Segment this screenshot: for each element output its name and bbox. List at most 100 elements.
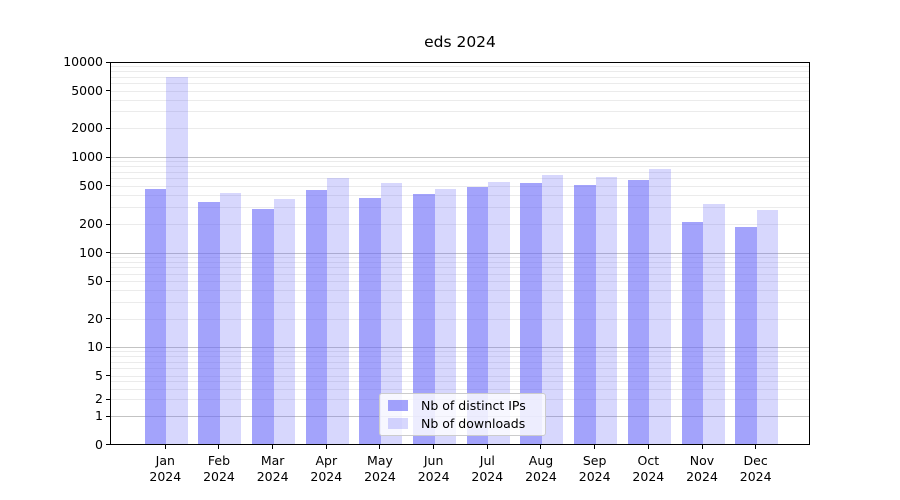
- bar-distinct-ips: [574, 185, 596, 444]
- bar-downloads: [649, 169, 671, 444]
- y-tick-label: 10000: [63, 54, 103, 69]
- y-tick-label: 10: [87, 339, 103, 354]
- legend-swatch: [388, 418, 408, 429]
- gridline: [111, 71, 809, 73]
- y-tick-label: 100: [79, 244, 103, 260]
- y-tick-mark: [106, 398, 110, 400]
- gridline: [111, 66, 809, 68]
- gridline: [111, 185, 809, 187]
- gridline: [111, 388, 809, 390]
- gridline: [111, 206, 809, 208]
- y-tick-mark: [106, 252, 110, 253]
- bar-downloads: [434, 188, 457, 444]
- y-tick-mark: [106, 280, 110, 282]
- y-tick-label: 20: [87, 310, 103, 326]
- x-tick-mark: [218, 445, 220, 449]
- gridline: [111, 290, 809, 292]
- bar-distinct-ips: [735, 226, 757, 444]
- x-tick-mark: [540, 445, 542, 449]
- x-tick-mark: [272, 445, 274, 449]
- y-tick-label: 2000: [71, 120, 103, 135]
- gridline: [111, 166, 809, 168]
- bar-downloads: [541, 174, 564, 444]
- gridline: [111, 76, 809, 78]
- gridline: [111, 351, 809, 353]
- x-tick-label: Mar 2024: [256, 453, 289, 484]
- gridline: [111, 90, 809, 92]
- legend-item: Nb of downloads: [388, 416, 537, 431]
- bar-distinct-ips: [198, 202, 220, 444]
- legend-swatch: [388, 400, 408, 411]
- y-tick-label: 5000: [71, 82, 103, 98]
- x-tick-label: Oct 2024: [632, 453, 665, 484]
- gridline: [111, 161, 809, 163]
- x-tick-label: Apr 2024: [310, 453, 343, 484]
- gridline: [111, 171, 809, 173]
- x-tick-label: Dec 2024: [739, 453, 772, 484]
- gridline: [111, 361, 809, 363]
- y-tick-mark: [106, 127, 110, 129]
- bar-distinct-ips: [466, 187, 489, 444]
- y-tick-label: 0: [95, 436, 103, 452]
- bar-downloads: [380, 183, 403, 444]
- bar-downloads: [273, 198, 296, 444]
- gridline: [111, 347, 809, 348]
- bar-downloads: [327, 177, 349, 444]
- y-tick-label: 1000: [71, 149, 103, 164]
- y-tick-label: 200: [79, 216, 103, 231]
- bar-distinct-ips: [627, 180, 650, 444]
- x-tick-label: Nov 2024: [686, 453, 718, 484]
- y-tick-mark: [106, 223, 110, 225]
- y-tick-label: 2: [95, 391, 103, 406]
- gridline: [111, 99, 809, 101]
- x-tick-label: Aug 2024: [525, 453, 557, 484]
- y-tick-mark: [106, 90, 110, 91]
- gridline: [111, 356, 809, 358]
- x-tick-label: Sep 2024: [578, 453, 611, 484]
- gridline: [111, 224, 809, 225]
- bar-distinct-ips: [144, 189, 167, 444]
- bar-distinct-ips: [681, 222, 703, 444]
- bar-downloads: [488, 182, 510, 444]
- x-tick-mark: [433, 445, 435, 449]
- gridline: [111, 178, 809, 179]
- gridline: [111, 318, 809, 320]
- legend-item: Nb of distinct IPs: [388, 398, 537, 413]
- gridline: [111, 281, 809, 282]
- x-tick-mark: [325, 445, 327, 449]
- gridline: [111, 194, 809, 196]
- y-tick-mark: [106, 415, 110, 417]
- legend: Nb of distinct IPs Nb of downloads: [379, 393, 546, 436]
- bar-distinct-ips: [305, 190, 328, 444]
- gridline: [111, 267, 809, 269]
- y-tick-label: 500: [79, 177, 103, 193]
- y-tick-mark: [106, 346, 110, 348]
- gridline: [111, 375, 809, 377]
- bar-distinct-ips: [413, 193, 435, 444]
- y-tick-mark: [106, 61, 110, 63]
- y-tick-mark: [106, 318, 110, 319]
- bar-downloads: [166, 77, 188, 444]
- y-tick-label: 1: [95, 408, 103, 423]
- x-tick-mark: [594, 445, 596, 449]
- gridline: [111, 256, 809, 258]
- x-tick-mark: [755, 445, 757, 449]
- legend-label: Nb of distinct IPs: [421, 398, 526, 413]
- y-tick-mark: [106, 444, 110, 445]
- x-tick-mark: [647, 445, 649, 449]
- y-tick-label: 50: [87, 273, 103, 288]
- gridline: [111, 301, 809, 303]
- gridline: [111, 261, 809, 263]
- x-tick-mark: [701, 445, 703, 449]
- gridline: [111, 368, 809, 369]
- gridline: [111, 273, 809, 275]
- bar-distinct-ips: [359, 198, 381, 444]
- x-tick-mark: [379, 445, 381, 449]
- gridline: [111, 381, 809, 383]
- gridline: [111, 252, 809, 254]
- x-tick-label: Jul 2024: [471, 453, 504, 484]
- y-tick-mark: [106, 156, 110, 158]
- gridline: [111, 157, 809, 158]
- gridline: [111, 83, 809, 84]
